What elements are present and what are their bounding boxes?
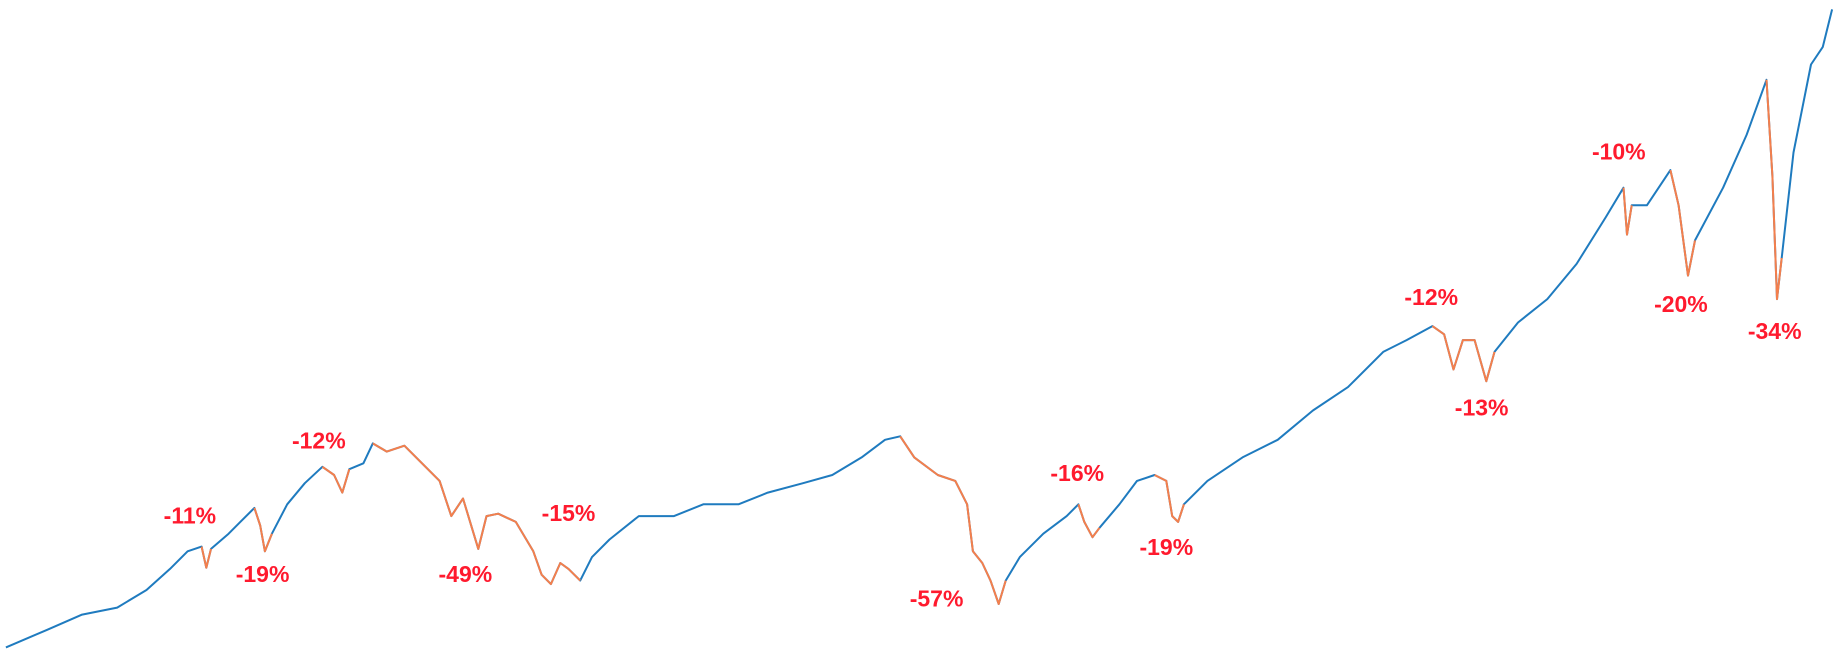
- price-line: [1765, 79, 1783, 301]
- drawdown-label: -11%: [164, 502, 216, 528]
- drawdown-label: -19%: [236, 561, 290, 587]
- drawdown-label: -15%: [542, 500, 596, 526]
- price-line: [321, 465, 351, 494]
- drawdown-label: -16%: [1050, 460, 1104, 486]
- price-line: [372, 442, 581, 586]
- price-line: [253, 507, 273, 553]
- drawdown-label: -13%: [1455, 394, 1509, 420]
- price-line: [899, 435, 1007, 605]
- price-line: [1154, 474, 1185, 523]
- price-line: [5, 9, 1834, 649]
- price-line: [1431, 325, 1496, 383]
- drawdown-label: -19%: [1139, 534, 1193, 560]
- price-line: [1622, 187, 1633, 236]
- price-line: [1669, 169, 1696, 277]
- drawdown-label: -57%: [910, 586, 964, 612]
- drawdown-label: -10%: [1592, 139, 1646, 165]
- drawdown-label: -20%: [1654, 291, 1708, 317]
- drawdown-label: -12%: [1404, 284, 1458, 310]
- drawdown-label: -34%: [1748, 318, 1802, 344]
- price-line: [200, 546, 212, 569]
- drawdown-label: -49%: [439, 561, 493, 587]
- drawdown-label: -12%: [292, 427, 346, 453]
- price-line: [1077, 503, 1101, 539]
